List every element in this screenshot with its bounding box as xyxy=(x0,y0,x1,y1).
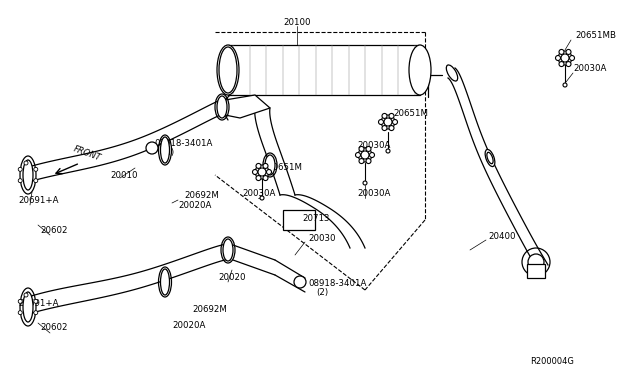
Text: 08918-3401A: 08918-3401A xyxy=(154,138,212,148)
Ellipse shape xyxy=(485,150,495,167)
Circle shape xyxy=(18,179,22,183)
Circle shape xyxy=(253,170,257,174)
Circle shape xyxy=(366,147,371,151)
Text: 20030A: 20030A xyxy=(242,189,275,198)
Text: 20010: 20010 xyxy=(110,170,138,180)
Circle shape xyxy=(382,113,387,118)
Text: 20020: 20020 xyxy=(218,273,246,282)
Circle shape xyxy=(381,115,395,129)
Text: 20602: 20602 xyxy=(40,324,67,333)
Circle shape xyxy=(256,176,261,180)
Circle shape xyxy=(392,119,397,125)
Circle shape xyxy=(566,61,571,67)
Circle shape xyxy=(561,54,569,62)
Circle shape xyxy=(359,158,364,164)
Circle shape xyxy=(556,55,561,61)
Circle shape xyxy=(294,276,306,288)
Polygon shape xyxy=(225,95,270,118)
Circle shape xyxy=(563,83,567,87)
Ellipse shape xyxy=(265,155,275,175)
Circle shape xyxy=(559,49,564,54)
Circle shape xyxy=(570,55,575,61)
Text: 20100: 20100 xyxy=(284,17,311,26)
Text: 20020A: 20020A xyxy=(178,201,211,209)
Circle shape xyxy=(386,149,390,153)
Text: 20030A: 20030A xyxy=(573,64,606,73)
Bar xyxy=(527,264,545,278)
Text: 20691+A: 20691+A xyxy=(18,298,58,308)
Ellipse shape xyxy=(409,45,431,95)
Circle shape xyxy=(18,167,22,171)
Circle shape xyxy=(389,126,394,131)
Circle shape xyxy=(558,51,572,65)
Circle shape xyxy=(34,167,38,171)
Text: (2): (2) xyxy=(316,289,328,298)
Circle shape xyxy=(361,151,369,159)
Text: 20713: 20713 xyxy=(302,214,330,222)
Text: 20020A: 20020A xyxy=(172,321,205,330)
Circle shape xyxy=(566,49,571,54)
Ellipse shape xyxy=(487,152,493,164)
Ellipse shape xyxy=(217,45,239,95)
Circle shape xyxy=(258,168,266,176)
Text: FRONT: FRONT xyxy=(72,145,102,163)
Text: (2): (2) xyxy=(162,148,174,157)
Circle shape xyxy=(355,153,360,157)
Text: N: N xyxy=(149,145,155,151)
Text: 20651MB: 20651MB xyxy=(575,31,616,39)
Ellipse shape xyxy=(23,160,33,190)
Text: 20030: 20030 xyxy=(308,234,335,243)
Circle shape xyxy=(363,181,367,185)
Circle shape xyxy=(358,148,372,162)
Circle shape xyxy=(34,311,38,315)
Circle shape xyxy=(260,196,264,200)
Bar xyxy=(283,210,315,230)
Circle shape xyxy=(528,254,544,270)
Ellipse shape xyxy=(223,239,233,261)
Text: 20602: 20602 xyxy=(40,225,67,234)
Circle shape xyxy=(34,299,38,303)
Circle shape xyxy=(263,163,268,169)
Circle shape xyxy=(378,119,383,125)
Text: N: N xyxy=(298,279,303,285)
Ellipse shape xyxy=(446,65,458,81)
Ellipse shape xyxy=(23,292,33,322)
Circle shape xyxy=(369,153,374,157)
Circle shape xyxy=(366,158,371,164)
Circle shape xyxy=(18,299,22,303)
Text: 20691+A: 20691+A xyxy=(18,196,58,205)
Text: 20400: 20400 xyxy=(488,231,515,241)
Text: 20692M: 20692M xyxy=(192,305,227,314)
Text: 20692M: 20692M xyxy=(184,190,219,199)
Circle shape xyxy=(18,311,22,315)
Circle shape xyxy=(382,126,387,131)
Circle shape xyxy=(24,293,28,297)
Text: R200004G: R200004G xyxy=(530,357,574,366)
Circle shape xyxy=(146,142,158,154)
Circle shape xyxy=(263,176,268,180)
Ellipse shape xyxy=(217,96,227,118)
Circle shape xyxy=(266,170,271,174)
Circle shape xyxy=(256,163,261,169)
Text: 20651M: 20651M xyxy=(267,163,302,171)
Circle shape xyxy=(559,61,564,67)
Ellipse shape xyxy=(161,269,170,295)
Text: 20030A: 20030A xyxy=(357,141,390,150)
Circle shape xyxy=(24,161,28,165)
Circle shape xyxy=(359,147,364,151)
Circle shape xyxy=(389,113,394,118)
Ellipse shape xyxy=(161,137,170,163)
Circle shape xyxy=(255,165,269,179)
Circle shape xyxy=(34,179,38,183)
Circle shape xyxy=(384,118,392,126)
Text: 20030A: 20030A xyxy=(357,189,390,198)
Text: 20651M: 20651M xyxy=(393,109,428,118)
Text: 08918-3401A: 08918-3401A xyxy=(308,279,366,288)
